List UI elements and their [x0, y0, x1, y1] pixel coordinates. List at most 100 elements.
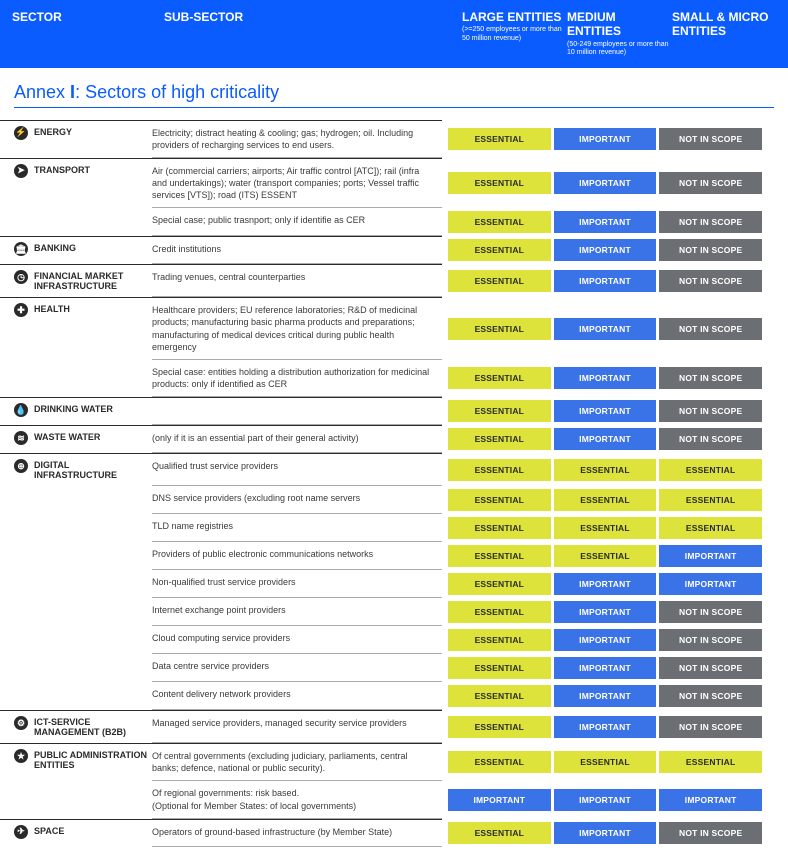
badges: ESSENTIALIMPORTANTNOT IN SCOPE	[442, 397, 762, 425]
sector-cell: ✚ HEALTH	[0, 297, 152, 360]
badge-essential: ESSENTIAL	[554, 545, 657, 567]
badge-important: IMPORTANT	[659, 789, 762, 811]
subsector-cell: Special case; public trasnport; only if …	[152, 208, 442, 236]
sector-name: PUBLIC ADMINISTRATION ENTITIES	[34, 750, 148, 770]
sector-cell	[0, 486, 152, 514]
table-row: ⊕DIGITAL INFRASTRUCTUREQualified trust s…	[0, 453, 774, 486]
badge-essential: ESSENTIAL	[448, 239, 551, 261]
sector-cell	[0, 208, 152, 236]
subsector-cell: Managed service providers, managed secur…	[152, 710, 442, 743]
table-row: Special case; public trasnport; only if …	[0, 208, 774, 236]
table-row: ★PUBLIC ADMINISTRATION ENTITIESOf centra…	[0, 743, 774, 781]
header-medium-label: MEDIUM ENTITIES	[567, 10, 621, 38]
subsector-cell: Trading venues, central counterparties	[152, 264, 442, 297]
sector-icon: ✚	[14, 303, 28, 317]
badge-important: IMPORTANT	[554, 685, 657, 707]
sector-name: WASTE WATER	[34, 432, 100, 445]
table-row: ✈SPACEOperators of ground-based infrastr…	[0, 819, 774, 847]
badge-notinscope: NOT IN SCOPE	[659, 822, 762, 844]
sector-icon: ★	[14, 749, 28, 763]
subsector-cell: DNS service providers (excluding root na…	[152, 486, 442, 514]
table-row: ⚡ENERGYElectricity; distract heating & c…	[0, 120, 774, 158]
subsector-cell: Special case: entities holding a distrib…	[152, 360, 442, 397]
badges: ESSENTIALESSENTIALESSENTIAL	[442, 453, 762, 486]
subsector-cell: Data centre service providers	[152, 654, 442, 682]
sector-name: ENERGY	[34, 127, 72, 140]
badge-important: IMPORTANT	[554, 601, 657, 623]
sector-cell: ➤ TRANSPORT	[0, 158, 152, 208]
badge-notinscope: NOT IN SCOPE	[659, 211, 762, 233]
badge-notinscope: NOT IN SCOPE	[659, 172, 762, 194]
badge-essential: ESSENTIAL	[448, 685, 551, 707]
table-row: Non-qualified trust service providersESS…	[0, 570, 774, 598]
subsector-cell: Qualified trust service providers	[152, 453, 442, 486]
table-row: Of regional governments: risk based.(Opt…	[0, 781, 774, 818]
sector-cell	[0, 626, 152, 654]
header-small-label: SMALL & MICRO ENTITIES	[672, 10, 768, 38]
sector-icon: ≋	[14, 431, 28, 445]
badge-notinscope: NOT IN SCOPE	[659, 629, 762, 651]
sector-icon: ⚙	[14, 716, 28, 730]
sector-icon: 🏛	[14, 242, 28, 256]
subsector-cell: Content delivery network providers	[152, 682, 442, 710]
badge-essential: ESSENTIAL	[554, 751, 657, 773]
annex-title-prefix: Annex	[14, 82, 70, 102]
sector-name: TRANSPORT	[34, 165, 90, 178]
badges: ESSENTIALIMPORTANTNOT IN SCOPE	[442, 208, 762, 236]
badges: ESSENTIALIMPORTANTNOT IN SCOPE	[442, 682, 762, 710]
table-row: Special case: entities holding a distrib…	[0, 360, 774, 397]
sector-cell: 🏛 BANKING	[0, 236, 152, 264]
badge-important: IMPORTANT	[554, 716, 657, 738]
annex-heading-wrap: Annex I: Sectors of high criticality	[0, 68, 788, 120]
table-row: 🏛BANKINGCredit institutionsESSENTIALIMPO…	[0, 236, 774, 264]
header-small: SMALL & MICRO ENTITIES	[672, 10, 777, 39]
badge-essential: ESSENTIAL	[448, 517, 551, 539]
badge-essential: ESSENTIAL	[448, 172, 551, 194]
header-large-sub: (>=250 employees or more than 50 million…	[462, 26, 567, 43]
badge-notinscope: NOT IN SCOPE	[659, 367, 762, 389]
header-large-label: LARGE ENTITIES	[462, 10, 561, 24]
badge-important: IMPORTANT	[554, 822, 657, 844]
sector-icon: ➤	[14, 164, 28, 178]
sector-cell: ✈SPACE	[0, 819, 152, 847]
header-sector: SECTOR	[12, 10, 164, 24]
sector-icon: ⊕	[14, 459, 28, 473]
badge-notinscope: NOT IN SCOPE	[659, 128, 762, 150]
sector-name: SPACE	[34, 826, 64, 839]
sector-cell	[0, 514, 152, 542]
subsector-cell: Cloud computing service providers	[152, 626, 442, 654]
badge-notinscope: NOT IN SCOPE	[659, 318, 762, 340]
badge-essential: ESSENTIAL	[448, 629, 551, 651]
table-row: DNS service providers (excluding root na…	[0, 486, 774, 514]
table-row: Providers of public electronic communica…	[0, 542, 774, 570]
table-row: ➤TRANSPORTAir (commercial carriers; airp…	[0, 158, 774, 208]
sector-name: BANKING	[34, 243, 76, 256]
table-row: ⚙ ICT-SERVICE MANAGEMENT (B2B)Managed ser…	[0, 710, 774, 743]
table-row: Data centre service providersESSENTIALIM…	[0, 654, 774, 682]
badge-notinscope: NOT IN SCOPE	[659, 428, 762, 450]
table-row: ✚HEALTHHealthcare providers; EU referenc…	[0, 297, 774, 360]
badge-essential: ESSENTIAL	[448, 822, 551, 844]
badge-essential: ESSENTIAL	[448, 601, 551, 623]
badge-essential: ESSENTIAL	[448, 211, 551, 233]
sector-name: ICT-SERVICE MANAGEMENT (B2B)	[34, 717, 148, 737]
badge-important: IMPORTANT	[554, 172, 657, 194]
subsector-cell: Electricity; distract heating & cooling;…	[152, 120, 442, 158]
sector-cell	[0, 542, 152, 570]
badge-important: IMPORTANT	[554, 270, 657, 292]
table-row: 💧DRINKING WATERESSENTIALIMPORTANTNOT IN …	[0, 397, 774, 425]
annex-title: Annex I: Sectors of high criticality	[14, 82, 774, 108]
badge-important: IMPORTANT	[659, 573, 762, 595]
badge-important: IMPORTANT	[554, 629, 657, 651]
sector-name: HEALTH	[34, 304, 70, 317]
badge-notinscope: NOT IN SCOPE	[659, 239, 762, 261]
badges: ESSENTIALIMPORTANTNOT IN SCOPE	[442, 425, 762, 453]
badge-important: IMPORTANT	[554, 211, 657, 233]
badge-essential: ESSENTIAL	[448, 489, 551, 511]
badge-notinscope: NOT IN SCOPE	[659, 270, 762, 292]
badges: ESSENTIALIMPORTANTNOT IN SCOPE	[442, 158, 762, 208]
sector-cell: ⚙ ICT-SERVICE MANAGEMENT (B2B)	[0, 710, 152, 743]
badge-notinscope: NOT IN SCOPE	[659, 601, 762, 623]
header-large: LARGE ENTITIES (>=250 employees or more …	[462, 10, 567, 43]
badge-notinscope: NOT IN SCOPE	[659, 657, 762, 679]
